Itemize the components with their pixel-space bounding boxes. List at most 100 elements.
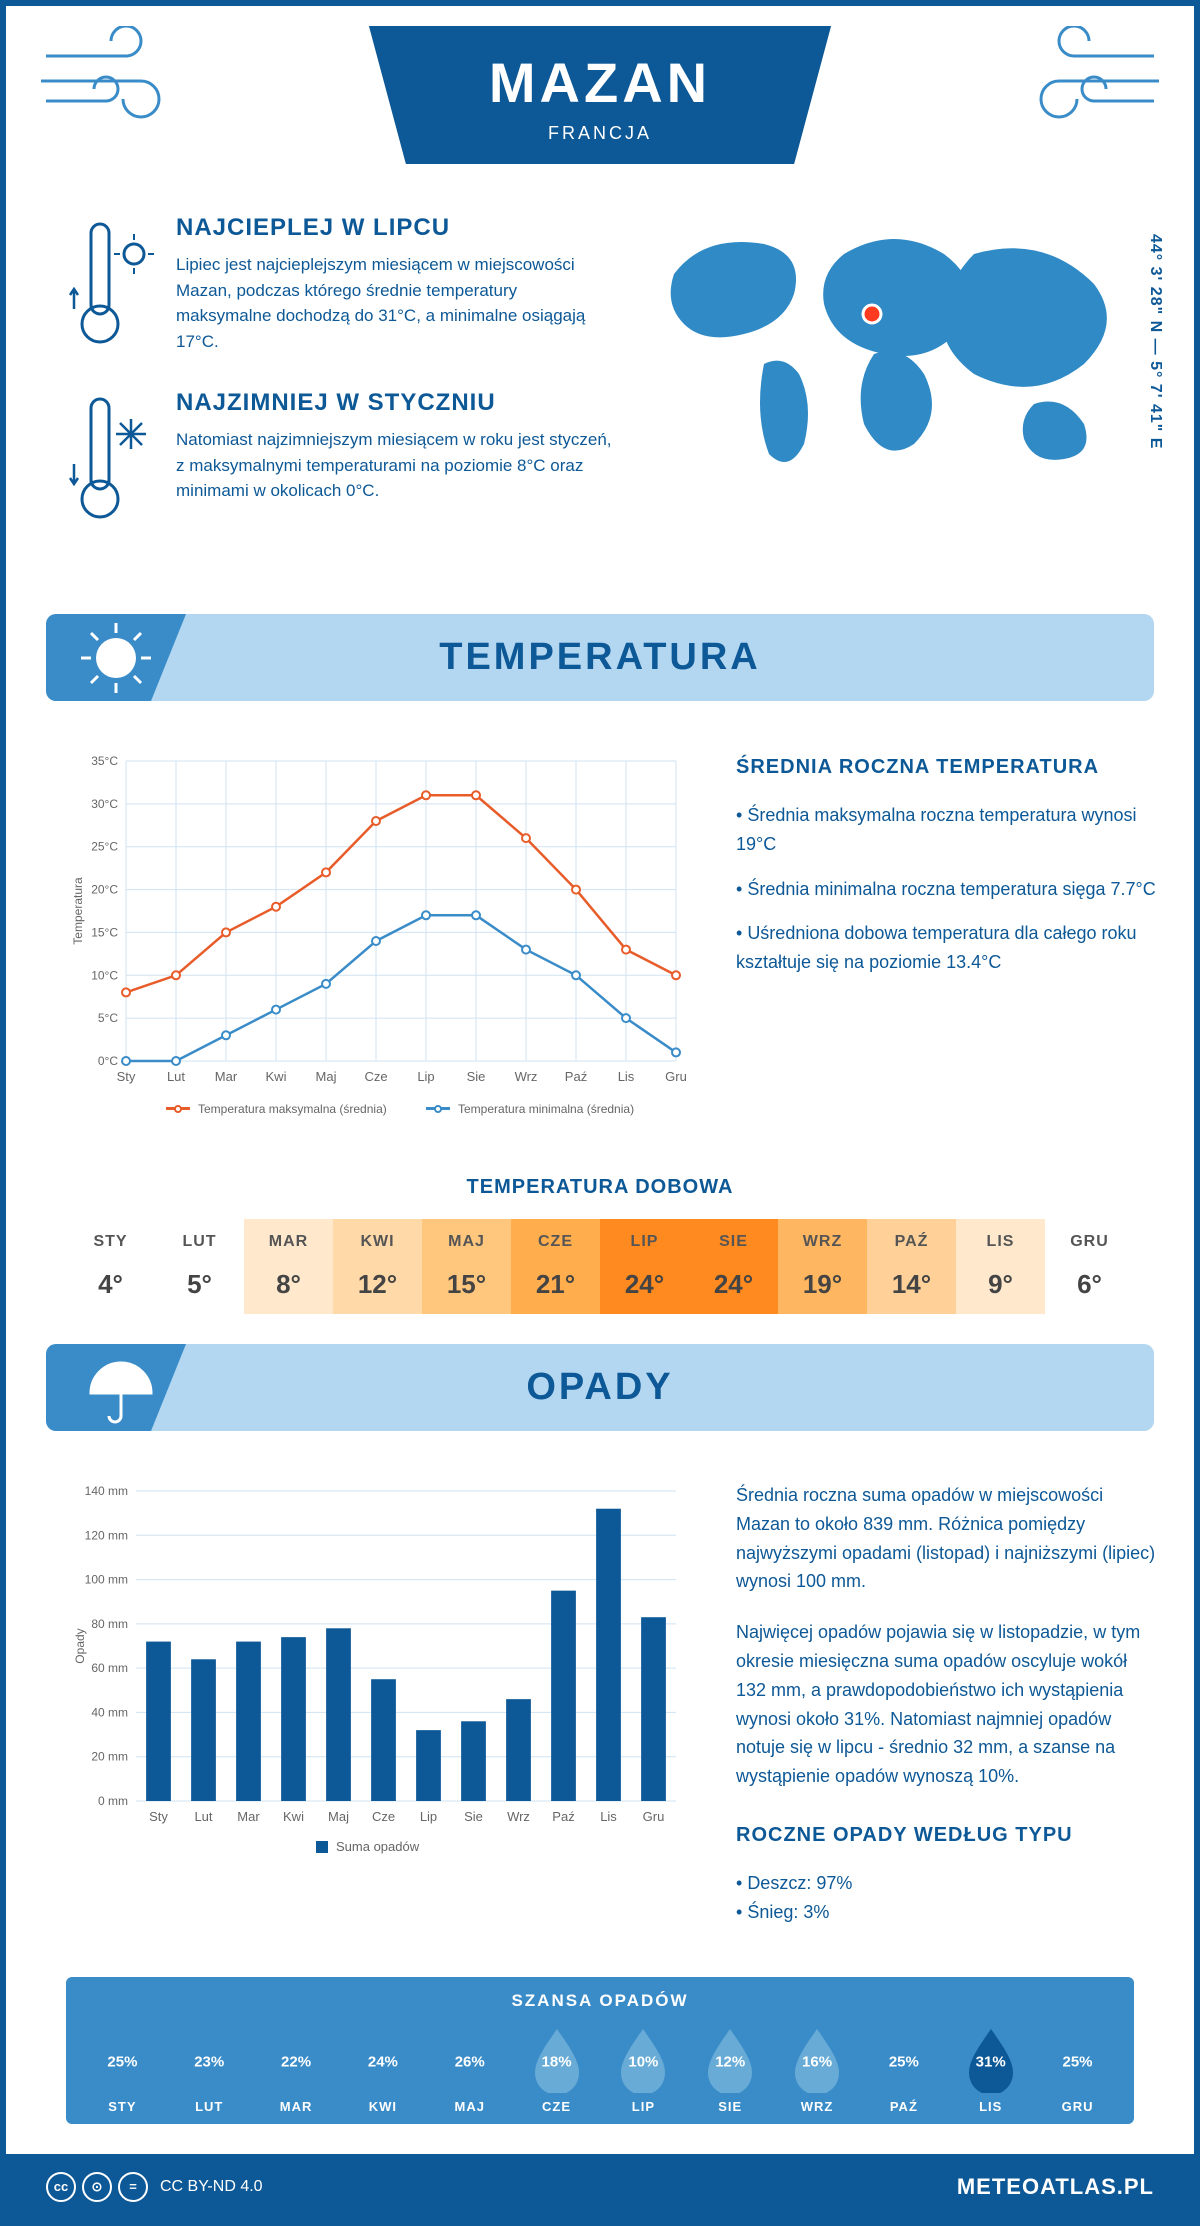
- rain-chance-drop: 22%MAR: [256, 2025, 337, 2114]
- svg-text:Kwi: Kwi: [266, 1069, 287, 1084]
- rain-p1: Średnia roczna suma opadów w miejscowośc…: [736, 1481, 1156, 1596]
- svg-text:Temperatura: Temperatura: [71, 877, 85, 945]
- rain-chance-drop: 10%LIP: [603, 2025, 684, 2114]
- rain-chance-drop: 23%LUT: [169, 2025, 250, 2114]
- world-map: 44° 3' 28" N — 5° 7' 41" E: [654, 214, 1134, 564]
- svg-text:Maj: Maj: [328, 1809, 349, 1824]
- svg-text:30°C: 30°C: [91, 797, 118, 811]
- svg-text:Gru: Gru: [643, 1809, 665, 1824]
- umbrella-icon: [46, 1344, 186, 1431]
- svg-text:Maj: Maj: [316, 1069, 337, 1084]
- svg-text:15°C: 15°C: [91, 925, 118, 939]
- title-banner: MAZAN FRANCJA: [369, 26, 831, 164]
- coldest-body: Natomiast najzimniejszym miesiącem w rok…: [176, 427, 614, 504]
- rain-chance-drop: 16%WRZ: [777, 2025, 858, 2114]
- svg-text:10°C: 10°C: [91, 968, 118, 982]
- temperature-section-header: TEMPERATURA: [46, 614, 1154, 701]
- rain-chance-drop: 31%LIS: [950, 2025, 1031, 2114]
- daily-temp-title: TEMPERATURA DOBOWA: [6, 1176, 1194, 1199]
- temp-cell: STY4°: [66, 1219, 155, 1314]
- wind-icon: [36, 26, 196, 131]
- rain-chance-drop: 24%KWI: [342, 2025, 423, 2114]
- svg-text:Sty: Sty: [149, 1809, 168, 1824]
- svg-text:0 mm: 0 mm: [98, 1794, 128, 1808]
- svg-text:Lut: Lut: [194, 1809, 212, 1824]
- svg-text:Mar: Mar: [215, 1069, 238, 1084]
- svg-text:Sie: Sie: [467, 1069, 486, 1084]
- svg-text:Temperatura maksymalna (średni: Temperatura maksymalna (średnia): [198, 1102, 387, 1116]
- svg-text:0°C: 0°C: [98, 1054, 118, 1068]
- rain-chance-title: SZANSA OPADÓW: [82, 1991, 1118, 2011]
- temp-cell: PAŹ14°: [867, 1219, 956, 1314]
- svg-text:Cze: Cze: [372, 1809, 395, 1824]
- license-text: CC BY-ND 4.0: [160, 2178, 263, 2196]
- sun-icon: [46, 614, 186, 701]
- svg-text:80 mm: 80 mm: [91, 1617, 128, 1631]
- svg-text:35°C: 35°C: [91, 754, 118, 768]
- temp-bullet: • Uśredniona dobowa temperatura dla całe…: [736, 919, 1156, 977]
- temperature-line-chart: 0°C5°C10°C15°C20°C25°C30°C35°CStyLutMarK…: [66, 751, 686, 1136]
- svg-text:140 mm: 140 mm: [85, 1484, 128, 1498]
- header: MAZAN FRANCJA: [6, 6, 1194, 204]
- svg-text:120 mm: 120 mm: [85, 1528, 128, 1542]
- svg-text:60 mm: 60 mm: [91, 1661, 128, 1675]
- daily-temp-table: STY4°LUT5°MAR8°KWI12°MAJ15°CZE21°LIP24°S…: [66, 1219, 1134, 1314]
- svg-text:Sty: Sty: [117, 1069, 136, 1084]
- svg-text:25°C: 25°C: [91, 840, 118, 854]
- svg-text:Paź: Paź: [565, 1069, 587, 1084]
- rain-chance-drop: 25%GRU: [1037, 2025, 1118, 2114]
- svg-text:Wrz: Wrz: [507, 1809, 530, 1824]
- rain-chance-drop: 12%SIE: [690, 2025, 771, 2114]
- svg-text:Mar: Mar: [237, 1809, 260, 1824]
- svg-text:40 mm: 40 mm: [91, 1705, 128, 1719]
- temp-cell: SIE24°: [689, 1219, 778, 1314]
- intro-section: NAJCIEPLEJ W LIPCU Lipiec jest najcieple…: [6, 204, 1194, 594]
- rain-chance-drop: 26%MAJ: [429, 2025, 510, 2114]
- rain-type: • Śnieg: 3%: [736, 1898, 1156, 1927]
- temp-summary-heading: ŚREDNIA ROCZNA TEMPERATURA: [736, 751, 1156, 783]
- svg-text:Opady: Opady: [73, 1628, 87, 1663]
- by-icon: ⊙: [82, 2172, 112, 2202]
- rain-chance-panel: SZANSA OPADÓW 25%STY23%LUT22%MAR24%KWI26…: [66, 1977, 1134, 2124]
- temp-cell: LIP24°: [600, 1219, 689, 1314]
- temp-bullet: • Średnia maksymalna roczna temperatura …: [736, 801, 1156, 859]
- svg-text:Cze: Cze: [364, 1069, 387, 1084]
- svg-text:Wrz: Wrz: [515, 1069, 538, 1084]
- temp-cell: WRZ19°: [778, 1219, 867, 1314]
- cc-icon: cc: [46, 2172, 76, 2202]
- temp-cell: LUT5°: [155, 1219, 244, 1314]
- temp-cell: MAJ15°: [422, 1219, 511, 1314]
- temp-cell: KWI12°: [333, 1219, 422, 1314]
- rain-section-header: OPADY: [46, 1344, 1154, 1431]
- coldest-heading: NAJZIMNIEJ W STYCZNIU: [176, 389, 614, 417]
- svg-text:Suma opadów: Suma opadów: [336, 1839, 420, 1854]
- nd-icon: =: [118, 2172, 148, 2202]
- coordinates: 44° 3' 28" N — 5° 7' 41" E: [1146, 234, 1164, 449]
- svg-text:100 mm: 100 mm: [85, 1573, 128, 1587]
- temperature-heading: TEMPERATURA: [46, 636, 1154, 679]
- footer: cc ⊙ = CC BY-ND 4.0 METEOATLAS.PL: [6, 2154, 1194, 2220]
- temp-bullet: • Średnia minimalna roczna temperatura s…: [736, 875, 1156, 904]
- location-country: FRANCJA: [489, 123, 711, 144]
- license: cc ⊙ = CC BY-ND 4.0: [46, 2172, 263, 2202]
- rain-bar-chart: 0 mm 20 mm 40 mm 60 mm 80 mm 100 mm 120 mm 140 …: [66, 1481, 686, 1927]
- wind-icon: [1004, 26, 1164, 131]
- rain-heading: OPADY: [46, 1366, 1154, 1409]
- svg-text:20 mm: 20 mm: [91, 1750, 128, 1764]
- svg-text:Paź: Paź: [552, 1809, 574, 1824]
- location-title: MAZAN: [489, 50, 711, 115]
- rain-type: • Deszcz: 97%: [736, 1869, 1156, 1898]
- rain-summary: Średnia roczna suma opadów w miejscowośc…: [736, 1481, 1156, 1927]
- svg-text:Sie: Sie: [464, 1809, 483, 1824]
- hottest-body: Lipiec jest najcieplejszym miesiącem w m…: [176, 252, 614, 354]
- hottest-block: NAJCIEPLEJ W LIPCU Lipiec jest najcieple…: [66, 214, 614, 359]
- cc-icons: cc ⊙ =: [46, 2172, 148, 2202]
- svg-text:Lis: Lis: [600, 1809, 617, 1824]
- rain-type-heading: ROCZNE OPADY WEDŁUG TYPU: [736, 1819, 1156, 1851]
- hottest-heading: NAJCIEPLEJ W LIPCU: [176, 214, 614, 242]
- coldest-block: NAJZIMNIEJ W STYCZNIU Natomiast najzimni…: [66, 389, 614, 534]
- temp-cell: LIS9°: [956, 1219, 1045, 1314]
- temp-cell: CZE21°: [511, 1219, 600, 1314]
- svg-text:Lip: Lip: [417, 1069, 434, 1084]
- temp-cell: GRU6°: [1045, 1219, 1134, 1314]
